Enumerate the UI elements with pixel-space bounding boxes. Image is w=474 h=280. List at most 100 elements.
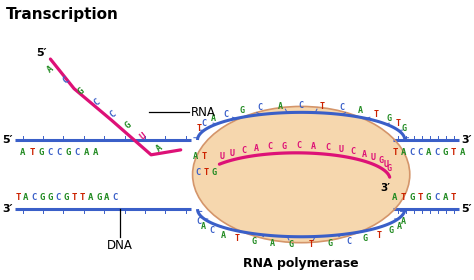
Text: T: T	[401, 193, 406, 202]
Text: C: C	[31, 193, 36, 202]
Text: A: A	[193, 152, 198, 161]
Text: C: C	[223, 109, 228, 118]
Text: A: A	[83, 148, 89, 157]
Text: G: G	[328, 239, 333, 248]
Text: U: U	[338, 145, 343, 154]
Text: G: G	[387, 164, 392, 173]
Text: A: A	[311, 142, 316, 151]
Text: A: A	[426, 148, 431, 157]
Text: A: A	[278, 102, 283, 111]
Text: A: A	[443, 193, 448, 202]
Text: T: T	[451, 193, 456, 202]
Text: 3′: 3′	[461, 135, 472, 145]
Text: A: A	[93, 148, 98, 157]
Text: T: T	[319, 102, 325, 111]
Text: U: U	[138, 131, 148, 142]
Text: A: A	[220, 231, 226, 240]
Text: A: A	[459, 148, 465, 157]
Text: A: A	[23, 193, 28, 202]
Text: T: T	[418, 193, 423, 202]
Text: T: T	[196, 124, 201, 134]
Text: U: U	[230, 149, 235, 158]
Text: G: G	[251, 237, 256, 246]
Text: C: C	[55, 193, 61, 202]
Text: G: G	[64, 193, 69, 202]
Text: T: T	[309, 240, 313, 249]
Text: A: A	[20, 148, 26, 157]
Text: C: C	[47, 148, 53, 157]
Text: G: G	[39, 193, 45, 202]
Text: A: A	[401, 148, 406, 157]
Text: G: G	[401, 124, 406, 134]
Text: C: C	[61, 75, 71, 85]
Text: C: C	[241, 146, 246, 155]
Text: T: T	[396, 119, 401, 128]
Text: G: G	[76, 86, 86, 97]
Text: U: U	[220, 152, 225, 161]
Text: C: C	[196, 168, 201, 177]
Text: G: G	[409, 193, 414, 202]
Text: T: T	[235, 234, 240, 243]
Text: G: G	[443, 148, 448, 157]
Text: T: T	[392, 148, 398, 157]
Text: G: G	[65, 148, 71, 157]
Text: C: C	[196, 217, 201, 226]
Text: C: C	[209, 227, 214, 235]
Text: A: A	[88, 193, 93, 202]
Text: C: C	[434, 193, 439, 202]
Text: C: C	[92, 97, 102, 108]
Text: A: A	[46, 64, 55, 74]
Text: RNA: RNA	[191, 106, 216, 119]
Text: T: T	[29, 148, 35, 157]
Text: C: C	[112, 193, 118, 202]
Text: C: C	[346, 237, 351, 246]
Text: G: G	[282, 142, 287, 151]
Text: C: C	[74, 148, 80, 157]
Text: G: G	[212, 168, 217, 177]
Text: A: A	[396, 222, 401, 231]
Text: G: G	[123, 120, 133, 130]
Text: A: A	[358, 106, 363, 115]
Text: T: T	[15, 193, 20, 202]
Text: 3′: 3′	[380, 183, 390, 193]
Text: 5′: 5′	[36, 48, 46, 58]
Text: A: A	[362, 150, 366, 159]
Text: T: T	[377, 231, 382, 240]
Text: G: G	[96, 193, 101, 202]
Text: A: A	[104, 193, 109, 202]
Text: G: G	[289, 240, 294, 249]
Text: 3′: 3′	[2, 204, 13, 214]
Text: G: G	[47, 193, 53, 202]
Text: C: C	[418, 148, 423, 157]
Text: G: G	[387, 114, 392, 123]
Text: C: C	[56, 148, 62, 157]
Text: A: A	[270, 239, 274, 248]
Ellipse shape	[192, 106, 410, 243]
Text: C: C	[258, 103, 263, 112]
Text: G: G	[378, 157, 383, 165]
Text: Transcription: Transcription	[6, 7, 119, 22]
Text: T: T	[80, 193, 85, 202]
Text: A: A	[210, 114, 216, 123]
Text: C: C	[296, 141, 301, 150]
Text: C: C	[339, 103, 345, 112]
Text: G: G	[38, 148, 44, 157]
Text: T: T	[374, 109, 379, 118]
Text: RNA polymerase: RNA polymerase	[243, 257, 359, 270]
Text: C: C	[409, 148, 414, 157]
Text: T: T	[451, 148, 456, 157]
Text: DNA: DNA	[107, 239, 132, 252]
Text: C: C	[325, 143, 330, 152]
Text: A: A	[201, 222, 206, 231]
Text: C: C	[351, 147, 356, 156]
Text: A: A	[401, 217, 406, 226]
Text: T: T	[202, 152, 207, 161]
Text: C: C	[108, 109, 118, 119]
Text: A: A	[254, 144, 259, 153]
Text: A: A	[392, 193, 398, 202]
Text: C: C	[299, 101, 304, 110]
Text: U: U	[383, 160, 389, 169]
Text: U: U	[371, 153, 376, 162]
Text: C: C	[434, 148, 439, 157]
Text: 5′: 5′	[2, 135, 13, 145]
